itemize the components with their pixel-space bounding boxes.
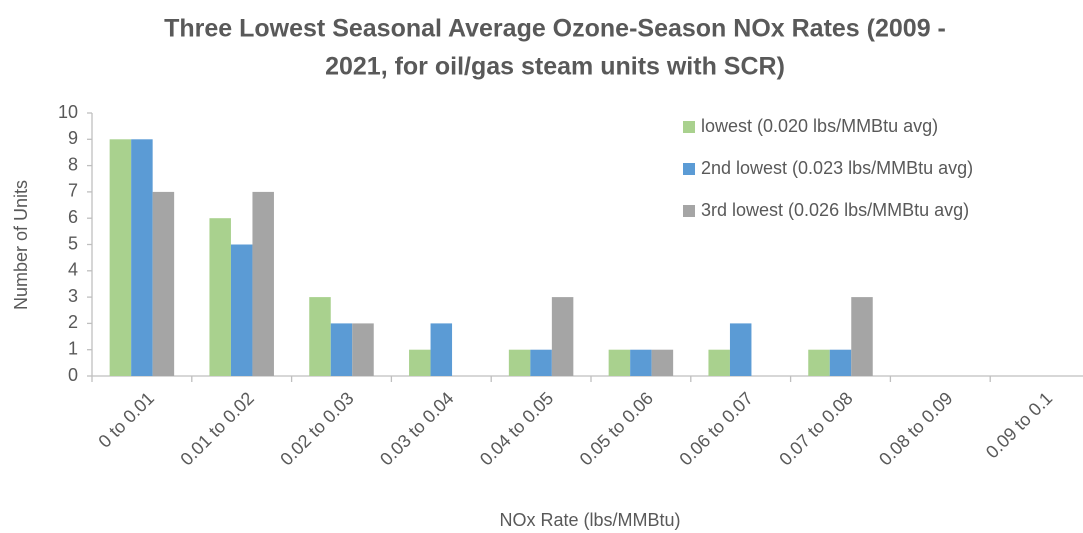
x-tick-label: 0.01 to 0.02: [177, 388, 258, 469]
bar: [109, 139, 132, 376]
x-tick-label: 0 to 0.01: [94, 388, 158, 452]
x-tick-label: 0.05 to 0.06: [576, 388, 657, 469]
bar: [551, 297, 574, 376]
y-tick-label: 7: [68, 181, 78, 201]
y-tick-label: 1: [68, 338, 78, 358]
x-tick-label: 0.06 to 0.07: [676, 388, 757, 469]
bar: [430, 323, 453, 376]
bar: [608, 349, 631, 376]
bar: [409, 349, 431, 376]
x-tick-label: 0.03 to 0.04: [376, 388, 457, 469]
y-tick-label: 2: [68, 312, 78, 332]
y-tick-label: 0: [68, 365, 78, 385]
legend-label: 3rd lowest (0.026 lbs/MMBtu avg): [701, 200, 969, 220]
x-axis-label: NOx Rate (lbs/MMBtu): [499, 510, 680, 530]
x-tick-label: 0.09 to 0.1: [982, 388, 1056, 462]
y-axis-label: Number of Units: [11, 180, 31, 310]
legend-swatch: [683, 163, 695, 175]
y-tick-label: 4: [68, 260, 78, 280]
bar: [209, 218, 231, 376]
bar: [630, 349, 652, 376]
bar: [829, 349, 852, 376]
legend-swatch: [683, 121, 695, 133]
x-tick-label: 0.07 to 0.08: [775, 388, 856, 469]
bar: [729, 323, 752, 376]
bar: [352, 323, 374, 376]
y-tick-label: 3: [68, 286, 78, 306]
bar: [131, 139, 153, 376]
x-tick-label: 0.08 to 0.09: [875, 388, 956, 469]
bar: [508, 349, 531, 376]
x-tick-label: 0.02 to 0.03: [276, 388, 357, 469]
bar: [330, 323, 353, 376]
y-tick-label: 10: [58, 102, 78, 122]
bar: [808, 349, 830, 376]
legend-label: lowest (0.020 lbs/MMBtu avg): [701, 116, 938, 136]
y-tick-label: 6: [68, 207, 78, 227]
bar: [708, 349, 730, 376]
x-tick-label: 0.04 to 0.05: [476, 388, 557, 469]
chart-title: Three Lowest Seasonal Average Ozone-Seas…: [164, 15, 946, 43]
y-tick-label: 8: [68, 154, 78, 174]
bar: [309, 297, 331, 376]
legend-swatch: [683, 205, 695, 217]
legend-label: 2nd lowest (0.023 lbs/MMBtu avg): [701, 158, 973, 178]
chart-title: 2021, for oil/gas steam units with SCR): [325, 53, 785, 81]
bar: [651, 349, 674, 376]
y-tick-label: 5: [68, 233, 78, 253]
bar: [230, 244, 253, 376]
bar: [530, 349, 552, 376]
bar: [851, 297, 873, 376]
bar: [152, 191, 175, 376]
bar: [252, 191, 274, 376]
y-tick-label: 9: [68, 128, 78, 148]
